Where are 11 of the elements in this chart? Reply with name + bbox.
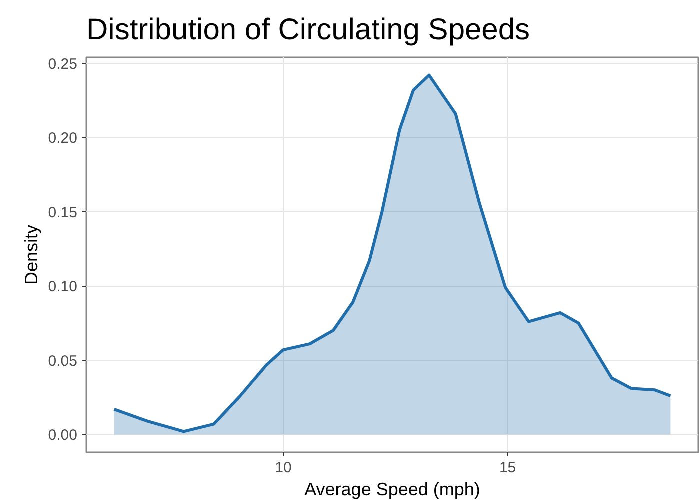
chart-title: Distribution of Circulating Speeds	[86, 14, 530, 46]
y-tick-label: 0.25	[48, 56, 78, 73]
y-tick-label: 0.05	[48, 352, 78, 370]
y-tick-label: 0.00	[48, 427, 78, 444]
x-tick-label: 15	[499, 460, 516, 476]
y-tick-label: 0.10	[48, 278, 78, 296]
y-tick-label: 0.15	[48, 204, 78, 222]
x-tick-label: 10	[275, 460, 292, 476]
x-axis-title: Average Speed (mph)	[304, 480, 480, 500]
y-tick-label: 0.20	[48, 130, 78, 148]
y-axis-title: Density	[21, 224, 42, 286]
